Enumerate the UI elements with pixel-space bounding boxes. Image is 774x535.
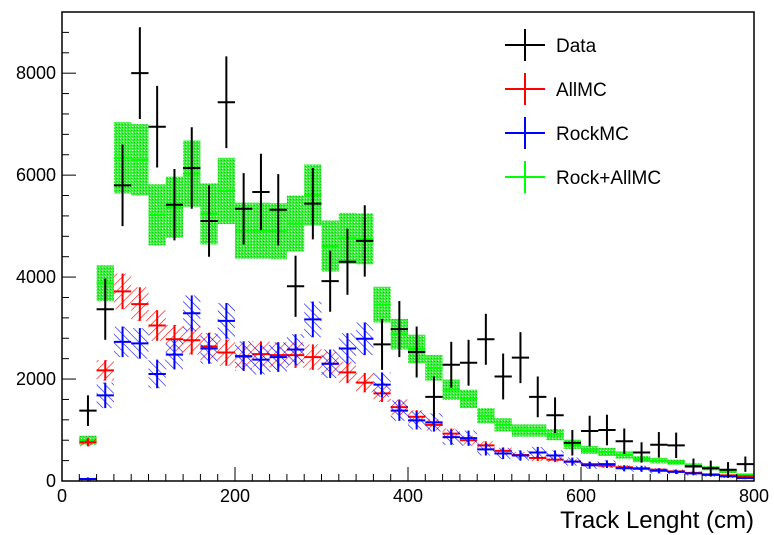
legend-item-rock-allmc: Rock+AllMC — [505, 161, 661, 193]
y-tick-label: 8000 — [16, 63, 56, 83]
legend-label: AllMC — [556, 80, 607, 101]
x-tick-label: 400 — [393, 486, 423, 506]
y-tick-label: 2000 — [16, 369, 56, 389]
x-tick-label: 600 — [566, 486, 596, 506]
legend-item-data: Data — [505, 29, 597, 61]
y-tick-label: 0 — [46, 471, 56, 491]
series-data — [79, 27, 754, 478]
legend: Data AllMC RockMC Rock+AllMC — [505, 29, 661, 193]
plot-marks — [79, 27, 754, 481]
x-tick-label: 0 — [57, 486, 67, 506]
series-rockmc — [79, 295, 754, 481]
y-tick-label: 6000 — [16, 165, 56, 185]
x-tick-label: 800 — [739, 486, 769, 506]
legend-label: Data — [556, 36, 597, 57]
legend-item-allmc: AllMC — [505, 73, 607, 105]
y-tick-label: 4000 — [16, 267, 56, 287]
legend-label: RockMC — [556, 124, 629, 145]
legend-label: Rock+AllMC — [556, 168, 661, 189]
x-axis-title: Track Lenght (cm) — [560, 507, 754, 534]
legend-item-rockmc: RockMC — [505, 117, 629, 149]
x-tick-label: 200 — [220, 486, 250, 506]
